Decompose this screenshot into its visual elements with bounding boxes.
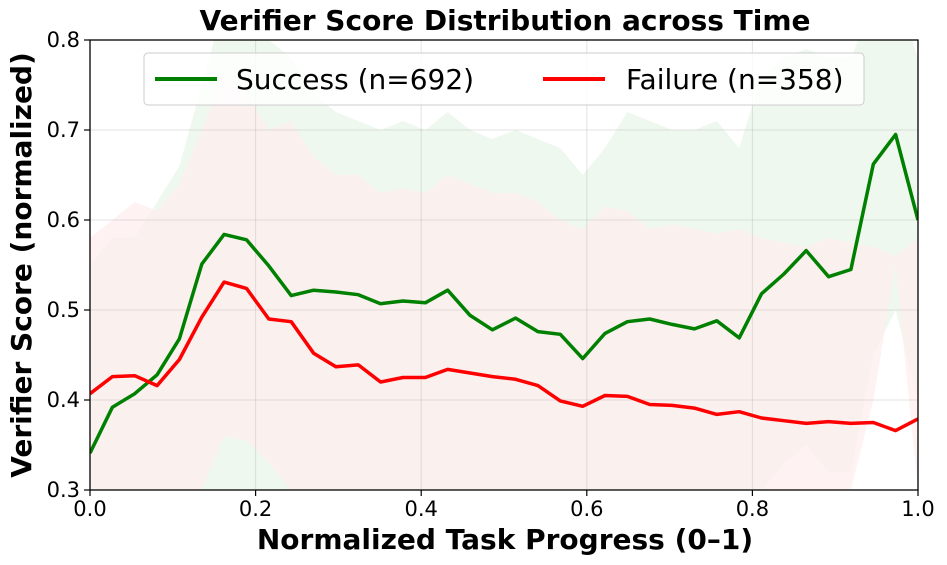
- x-tick-label: 1.0: [901, 497, 934, 521]
- x-tick-label: 0.0: [73, 497, 106, 521]
- x-axis-label: Normalized Task Progress (0–1): [257, 523, 753, 556]
- x-tick-label: 0.8: [736, 497, 769, 521]
- x-tick-label: 0.4: [404, 497, 437, 521]
- y-tick-label: 0.3: [47, 478, 80, 502]
- y-tick-label: 0.6: [47, 208, 80, 232]
- series-lines: [90, 132, 918, 454]
- series-line-success: [90, 132, 918, 454]
- confidence-bands: [90, 40, 918, 490]
- y-tick-label: 0.5: [47, 298, 80, 322]
- x-tick-label: 0.6: [570, 497, 603, 521]
- legend-frame: [143, 52, 865, 106]
- axis-ticks: 0.0 0.2 0.4 0.6 0.8 1.0 0.3 0.4 0.5 0.6 0.7 0.8: [47, 28, 935, 521]
- chart-title: Verifier Score Distribution across Time: [199, 4, 810, 37]
- y-tick-label: 0.8: [47, 28, 80, 52]
- y-tick-label: 0.4: [47, 388, 80, 412]
- legend-label-success: Success (n=692): [236, 63, 474, 96]
- band-failure: [90, 76, 918, 490]
- legend: Success (n=692) Failure (n=358): [143, 52, 865, 106]
- y-axis-label: Verifier Score (normalized): [5, 52, 38, 478]
- legend-label-failure: Failure (n=358): [626, 63, 844, 96]
- y-tick-label: 0.7: [47, 118, 80, 142]
- series-line-failure: [90, 280, 918, 433]
- x-tick-label: 0.2: [239, 497, 272, 521]
- plot-frame: [89, 39, 919, 491]
